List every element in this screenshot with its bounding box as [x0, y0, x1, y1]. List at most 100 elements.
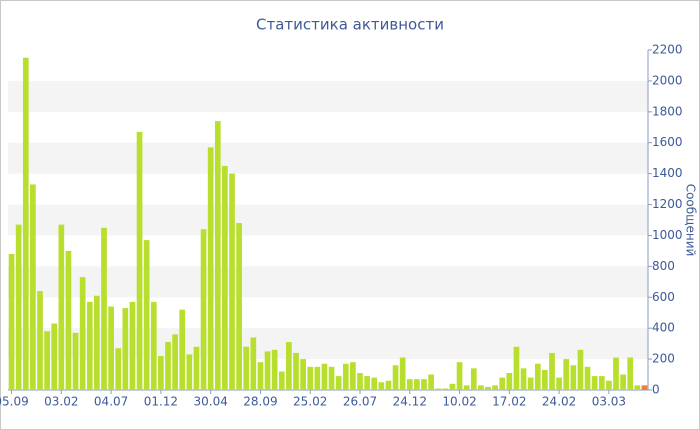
- bar: [15, 224, 22, 390]
- y-tick-label: 1200: [652, 197, 683, 211]
- bar: [200, 229, 207, 390]
- bar: [371, 377, 378, 390]
- x-tick-label: 28.09: [243, 395, 277, 409]
- bar: [250, 337, 257, 390]
- bar: [499, 377, 506, 390]
- bar: [364, 376, 370, 390]
- bar: [186, 354, 193, 390]
- y-tick-label: 1600: [652, 135, 683, 149]
- bar: [634, 385, 641, 390]
- x-tick-label: 26.07: [343, 395, 377, 409]
- bar: [264, 351, 271, 390]
- bar: [591, 376, 598, 390]
- bar: [158, 356, 164, 390]
- bar: [214, 121, 221, 390]
- bar: [51, 323, 58, 390]
- bar: [293, 352, 299, 390]
- bar: [193, 346, 200, 390]
- bar: [8, 254, 15, 390]
- bar: [456, 362, 463, 390]
- x-tick-label: 04.07: [94, 395, 128, 409]
- bar: [72, 332, 79, 390]
- bar: [122, 308, 129, 390]
- bar: [428, 374, 434, 390]
- y-tick-label: 400: [652, 321, 675, 335]
- bar: [399, 357, 406, 390]
- y-tick-label: 2200: [652, 43, 683, 57]
- bar: [492, 385, 498, 390]
- bar: [627, 357, 634, 390]
- bar: [243, 346, 250, 390]
- bar: [101, 227, 107, 390]
- bar: [136, 131, 143, 390]
- bar: [406, 379, 413, 390]
- bar: [470, 368, 477, 390]
- bar: [449, 383, 456, 390]
- bar: [143, 240, 150, 390]
- bar: [506, 373, 513, 390]
- bar: [165, 342, 171, 390]
- bar: [37, 291, 43, 390]
- y-tick-label: 1000: [652, 228, 683, 242]
- bar: [442, 388, 449, 390]
- bar: [58, 224, 65, 390]
- chart-title: Статистика активности: [256, 16, 444, 34]
- grid-band: [8, 266, 648, 298]
- bar: [115, 348, 122, 390]
- y-tick-label: 0: [652, 383, 660, 397]
- y-tick-label: 2000: [652, 73, 683, 87]
- bar: [385, 380, 392, 390]
- bar: [606, 380, 612, 390]
- x-tick-label: 17.02: [492, 395, 526, 409]
- bar: [513, 346, 520, 390]
- bar: [392, 365, 399, 390]
- y-tick-label: 1800: [652, 104, 683, 118]
- bar: [321, 363, 328, 390]
- bar: [222, 165, 228, 390]
- bar: [485, 386, 491, 390]
- x-tick-label: 05.09: [0, 395, 29, 409]
- bar: [30, 184, 36, 390]
- bar: [421, 379, 427, 390]
- x-tick-label: 03.03: [592, 395, 626, 409]
- bar: [150, 301, 157, 390]
- y-tick-label: 200: [652, 352, 675, 366]
- bar: [172, 334, 178, 390]
- bar: [549, 352, 555, 390]
- bar: [307, 366, 314, 390]
- bar: [236, 223, 242, 390]
- y-axis-label: Сообщений: [684, 184, 698, 257]
- bar: [65, 250, 72, 390]
- bar: [94, 295, 100, 390]
- bar: [527, 377, 534, 390]
- bar: [179, 309, 186, 390]
- bar: [342, 363, 349, 390]
- bar: [79, 277, 86, 390]
- bar: [350, 362, 356, 390]
- bar: [286, 342, 292, 390]
- y-tick-label: 1400: [652, 166, 683, 180]
- bar: [563, 359, 570, 390]
- grid-band: [8, 80, 648, 112]
- x-tick-label: 30.04: [193, 395, 227, 409]
- grid-band: [8, 328, 648, 360]
- bar: [478, 385, 484, 390]
- grid-band: [8, 204, 648, 236]
- bar: [271, 349, 278, 390]
- bar: [278, 371, 285, 390]
- bar: [435, 388, 442, 390]
- bar: [577, 349, 584, 390]
- x-tick-label: 01.12: [144, 395, 178, 409]
- bar: [335, 376, 342, 390]
- grid-band: [8, 142, 648, 174]
- bar: [463, 385, 470, 390]
- bar: [257, 362, 264, 390]
- x-tick-label: 24.12: [393, 395, 427, 409]
- bar: [314, 366, 321, 390]
- bar: [357, 373, 363, 390]
- bar: [44, 331, 50, 390]
- bar: [378, 382, 385, 390]
- bar: [207, 147, 214, 390]
- bar: [108, 306, 114, 390]
